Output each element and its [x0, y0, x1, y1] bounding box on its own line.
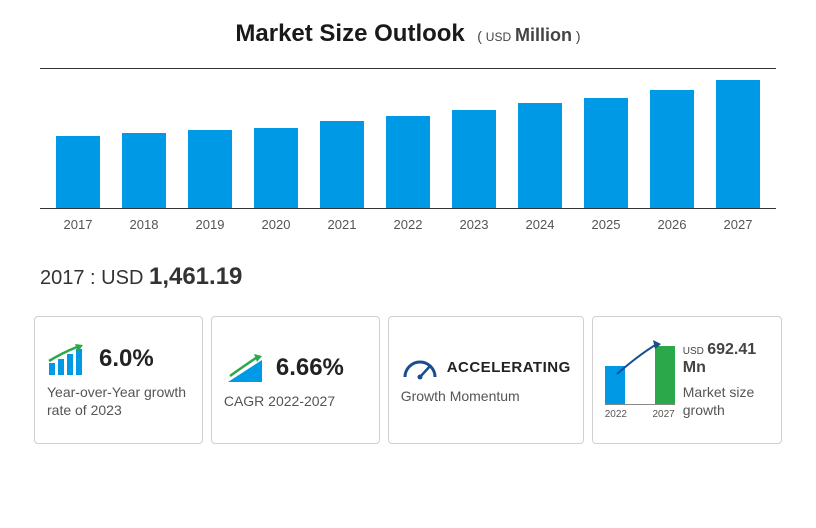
bar: [507, 103, 573, 208]
bar: [111, 133, 177, 208]
mini-bar: [605, 366, 625, 404]
yoy-label: Year-over-Year growth rate of 2023: [47, 383, 190, 419]
bar: [375, 116, 441, 208]
stat-cards: 6.0% Year-over-Year growth rate of 2023 …: [34, 316, 782, 444]
card-cagr: 6.66% CAGR 2022-2027: [211, 316, 380, 444]
title-main: Market Size Outlook: [235, 20, 464, 47]
bar-chart: 2017201820192020202120222023202420252026…: [40, 68, 776, 248]
chart-title: Market Size Outlook ( USD Million ): [30, 20, 786, 48]
x-axis-label: 2018: [111, 217, 177, 232]
card-momentum: ACCELERATING Growth Momentum: [388, 316, 584, 444]
x-axis-label: 2022: [375, 217, 441, 232]
value-annotation: 2017 : USD 1,461.19: [40, 263, 776, 291]
title-unit: ( USD Million ): [477, 28, 580, 44]
growth-value: USD 692.41 Mn: [683, 341, 769, 377]
x-axis-label: 2026: [639, 217, 705, 232]
growth-label: Market size growth: [683, 383, 769, 419]
wedge-growth-icon: [224, 350, 268, 386]
card-growth: 2022 2027 USD 692.41 Mn Market size grow…: [592, 316, 782, 444]
bar: [441, 110, 507, 208]
x-axis-label: 2023: [441, 217, 507, 232]
bar: [243, 128, 309, 208]
x-axis-label: 2019: [177, 217, 243, 232]
x-axis-label: 2020: [243, 217, 309, 232]
momentum-heading: ACCELERATING: [447, 359, 571, 376]
mini-bar: [655, 346, 675, 404]
cagr-label: CAGR 2022-2027: [224, 392, 367, 410]
cagr-value: 6.66%: [276, 354, 344, 382]
bar: [309, 121, 375, 208]
bar: [177, 130, 243, 208]
bar: [705, 80, 771, 208]
bar: [639, 90, 705, 208]
x-axis-label: 2027: [705, 217, 771, 232]
x-axis-label: 2024: [507, 217, 573, 232]
x-axis-label: 2021: [309, 217, 375, 232]
bar-growth-icon: [47, 341, 91, 377]
gauge-icon: [401, 355, 439, 381]
bar: [573, 98, 639, 208]
x-axis-label: 2025: [573, 217, 639, 232]
yoy-value: 6.0%: [99, 345, 154, 373]
momentum-label: Growth Momentum: [401, 387, 571, 405]
mini-bar-chart: 2022 2027: [605, 340, 675, 420]
bar: [45, 136, 111, 208]
card-yoy: 6.0% Year-over-Year growth rate of 2023: [34, 316, 203, 444]
x-axis-label: 2017: [45, 217, 111, 232]
